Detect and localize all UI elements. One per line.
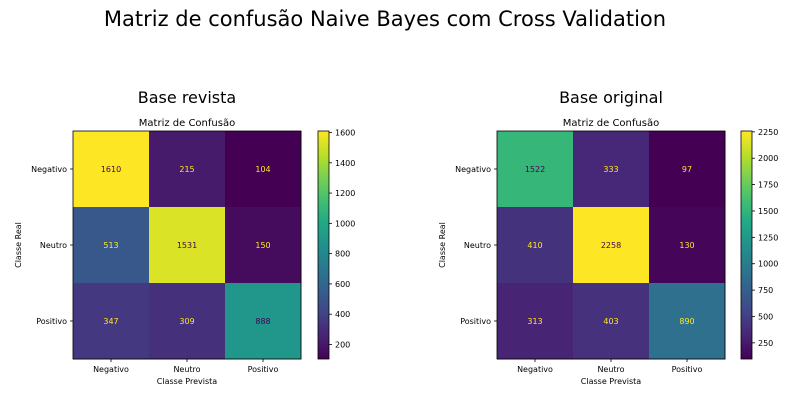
panel2-cell-neutro-neutro bbox=[573, 207, 650, 284]
panel2-colorbar-tick-label: 1500 bbox=[758, 207, 778, 216]
panel1-cell-positivo-positivo bbox=[225, 283, 302, 360]
panel1-y-tick-label: Neutro bbox=[40, 241, 67, 250]
panel1-cell-label: 215 bbox=[179, 165, 194, 174]
panel2-cell-neutro-negativo bbox=[497, 207, 574, 284]
panel2-colorbar-tick-label: 1750 bbox=[758, 181, 778, 190]
panel1-x-axis-label: Classe Prevista bbox=[157, 377, 217, 386]
panel1-cell-positivo-negativo bbox=[73, 283, 150, 360]
panel2-cell-label: 410 bbox=[527, 241, 542, 250]
panel2-x-tick-label: Negativo bbox=[517, 365, 553, 374]
panel1-colorbar-tick-label: 1000 bbox=[335, 219, 355, 228]
panel1-x-tick-label: Neutro bbox=[173, 365, 200, 374]
panel1-x-tick-label: Positivo bbox=[248, 365, 279, 374]
panel2-chart-title: Matriz de Confusão bbox=[563, 118, 659, 129]
panel2-cell-positivo-neutro bbox=[573, 283, 650, 360]
panel1-cell-label: 347 bbox=[103, 317, 118, 326]
panel2-cell-negativo-neutro bbox=[573, 131, 650, 208]
panel2-cell-label: 130 bbox=[679, 241, 694, 250]
panel2-colorbar-tick-label: 750 bbox=[758, 286, 773, 295]
panel2-colorbar-tick-label: 2000 bbox=[758, 154, 778, 163]
panel2-cell-label: 333 bbox=[603, 165, 618, 174]
panel2-cell-positivo-negativo bbox=[497, 283, 574, 360]
panel1-colorbar-tick-label: 1400 bbox=[335, 159, 355, 168]
panel2-x-tick-label: Positivo bbox=[672, 365, 703, 374]
panel2-cell-label: 890 bbox=[679, 317, 694, 326]
panel2-cell-negativo-positivo bbox=[649, 131, 726, 208]
panel1-cell-label: 309 bbox=[179, 317, 194, 326]
panel2-y-tick-label: Negativo bbox=[455, 165, 491, 174]
panel1-cell-negativo-neutro bbox=[149, 131, 226, 208]
panel1-colorbar bbox=[317, 130, 330, 360]
panel2-cell-positivo-positivo bbox=[649, 283, 726, 360]
panel1-cell-label: 888 bbox=[255, 317, 270, 326]
panel1-colorbar-tick-label: 1200 bbox=[335, 189, 355, 198]
panel1-cell-neutro-positivo bbox=[225, 207, 302, 284]
panel2-heading: Base original bbox=[559, 88, 663, 107]
panel1-cell-negativo-negativo bbox=[73, 131, 150, 208]
panel2-cell-label: 403 bbox=[603, 317, 618, 326]
panel1-colorbar-tick-label: 400 bbox=[335, 310, 350, 319]
panel1-cell-neutro-neutro bbox=[149, 207, 226, 284]
figure-title: Matriz de confusão Naive Bayes com Cross… bbox=[104, 7, 666, 31]
panel2-colorbar-tick-label: 1000 bbox=[758, 260, 778, 269]
panel1-y-axis-label: Classe Real bbox=[14, 222, 23, 268]
panel1-cell-label: 1531 bbox=[177, 241, 197, 250]
panel1-cell-label: 513 bbox=[103, 241, 118, 250]
panel1-colorbar-tick-label: 600 bbox=[335, 280, 350, 289]
panel1-cell-negativo-positivo bbox=[225, 131, 302, 208]
panel2-colorbar-tick-label: 250 bbox=[758, 339, 773, 348]
panel1-heading: Base revista bbox=[138, 88, 236, 107]
panel2-colorbar-tick-label: 2250 bbox=[758, 128, 778, 137]
panel2-x-tick-label: Neutro bbox=[597, 365, 624, 374]
panel2-y-axis-label: Classe Real bbox=[438, 222, 447, 268]
panel2-y-tick-label: Neutro bbox=[464, 241, 491, 250]
panel1-colorbar-tick-label: 1600 bbox=[335, 129, 355, 138]
panel2-x-axis-label: Classe Prevista bbox=[581, 377, 641, 386]
panel1-cell-label: 1610 bbox=[101, 165, 121, 174]
panel1-y-tick-label: Negativo bbox=[31, 165, 67, 174]
panel1-cell-label: 104 bbox=[255, 165, 270, 174]
panel2-cell-neutro-positivo bbox=[649, 207, 726, 284]
panel2-colorbar-tick-label: 1250 bbox=[758, 233, 778, 242]
panel1-cell-label: 150 bbox=[255, 241, 270, 250]
panel2-colorbar-tick-label: 500 bbox=[758, 312, 773, 321]
panel2-cell-label: 2258 bbox=[601, 241, 621, 250]
panel2-colorbar bbox=[740, 130, 753, 360]
panel2-y-tick-label: Positivo bbox=[460, 317, 491, 326]
panel1-chart-title: Matriz de Confusão bbox=[139, 118, 235, 129]
panel2-cell-label: 97 bbox=[682, 165, 692, 174]
panel1-colorbar-tick-label: 200 bbox=[335, 340, 350, 349]
panel1-y-tick-label: Positivo bbox=[36, 317, 67, 326]
panel2-cell-label: 313 bbox=[527, 317, 542, 326]
panel1-x-tick-label: Negativo bbox=[93, 365, 129, 374]
panel1-cell-positivo-neutro bbox=[149, 283, 226, 360]
panel2-cell-negativo-negativo bbox=[497, 131, 574, 208]
panel1-colorbar-tick-label: 800 bbox=[335, 250, 350, 259]
panel2-cell-label: 1522 bbox=[525, 165, 545, 174]
panel1-cell-neutro-negativo bbox=[73, 207, 150, 284]
